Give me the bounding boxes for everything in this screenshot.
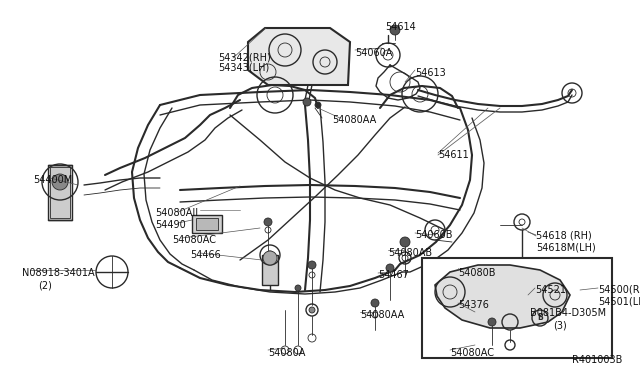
Circle shape	[371, 299, 379, 307]
Text: 54080AC: 54080AC	[172, 235, 216, 245]
Circle shape	[315, 102, 321, 108]
Circle shape	[386, 264, 394, 272]
Circle shape	[263, 251, 277, 265]
Text: 54080A: 54080A	[268, 348, 305, 358]
Text: 54466: 54466	[190, 250, 221, 260]
Circle shape	[264, 218, 272, 226]
Text: 54080B: 54080B	[458, 268, 495, 278]
Text: 54080AA: 54080AA	[360, 310, 404, 320]
Circle shape	[303, 98, 311, 106]
Text: 54501(LH): 54501(LH)	[598, 297, 640, 307]
Text: (2): (2)	[38, 280, 52, 290]
Text: 54080AA: 54080AA	[332, 115, 376, 125]
Bar	[422, 258, 612, 358]
Bar	[50, 167, 70, 218]
Text: 54618M(LH): 54618M(LH)	[536, 242, 596, 252]
Circle shape	[309, 307, 315, 313]
Text: (3): (3)	[553, 320, 567, 330]
Bar	[48, 165, 72, 220]
Bar	[196, 218, 218, 230]
Circle shape	[295, 285, 301, 291]
Text: 54342(RH): 54342(RH)	[218, 52, 271, 62]
Text: 54614: 54614	[385, 22, 416, 32]
Text: 54613: 54613	[415, 68, 445, 78]
Circle shape	[390, 25, 400, 35]
Text: 54618 (RH): 54618 (RH)	[536, 230, 592, 240]
Text: 54467: 54467	[378, 270, 409, 280]
Circle shape	[308, 261, 316, 269]
Polygon shape	[248, 28, 350, 85]
Circle shape	[488, 318, 496, 326]
Bar	[192, 215, 222, 233]
Circle shape	[52, 174, 68, 190]
Text: 54060B: 54060B	[415, 230, 452, 240]
Text: 54080AII: 54080AII	[155, 208, 198, 218]
Text: R401003B: R401003B	[572, 355, 622, 365]
Text: 54080AC: 54080AC	[450, 348, 494, 358]
Text: 54343(LH): 54343(LH)	[218, 63, 269, 73]
Text: 54611: 54611	[438, 150, 468, 160]
Polygon shape	[435, 265, 570, 328]
Text: 54400M: 54400M	[33, 175, 72, 185]
Circle shape	[471, 303, 479, 311]
Text: 54060A: 54060A	[355, 48, 392, 58]
Text: 54080AB: 54080AB	[388, 248, 432, 258]
Bar	[262, 255, 278, 285]
Text: 54521: 54521	[535, 285, 566, 295]
Text: 54490: 54490	[155, 220, 186, 230]
Text: N08918-3401A: N08918-3401A	[22, 268, 95, 278]
Circle shape	[400, 237, 410, 247]
Text: B: B	[537, 314, 543, 323]
Text: 54376: 54376	[458, 300, 489, 310]
Text: 54500(RH): 54500(RH)	[598, 285, 640, 295]
Text: B081B4-D305M: B081B4-D305M	[530, 308, 606, 318]
